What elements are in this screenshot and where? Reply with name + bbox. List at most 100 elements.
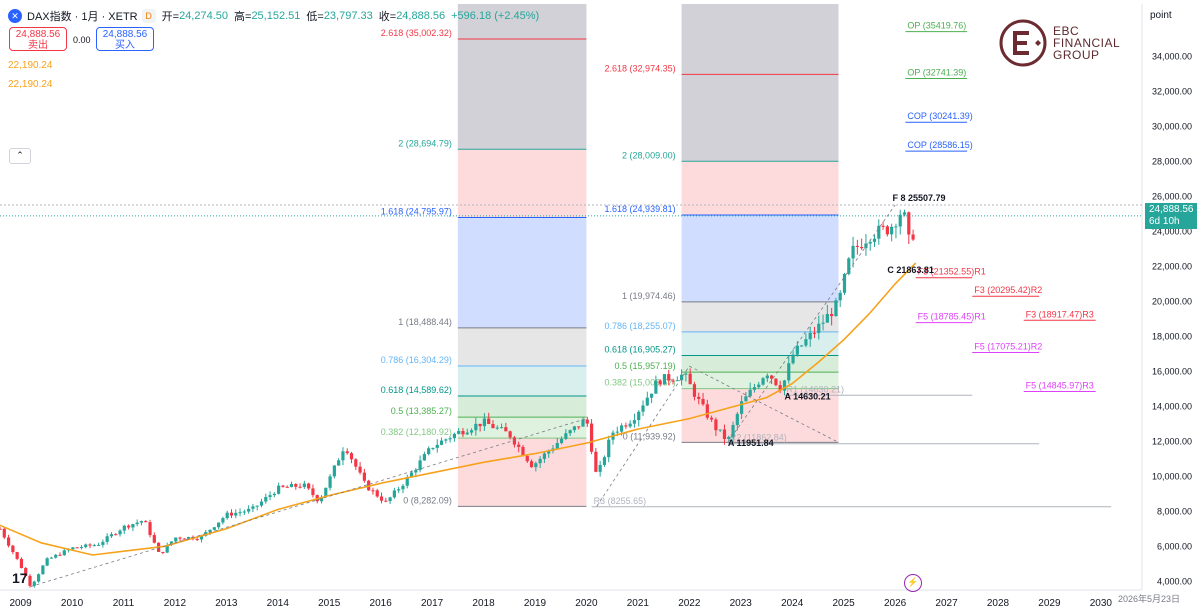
symbol-title[interactable]: DAX指数 · 1月 · XETR [27, 11, 138, 23]
x-tick-label: 2018 [472, 598, 495, 609]
fib-zone [681, 214, 839, 302]
candle-body [714, 419, 718, 431]
tradingview-logo[interactable]: 17 [12, 570, 28, 586]
candle-body [740, 401, 744, 414]
candle-body [268, 495, 272, 497]
candle-body [808, 332, 812, 340]
candle-body [529, 461, 534, 468]
candle-body [757, 384, 761, 388]
spread-value: 0.00 [73, 35, 91, 45]
candle-body [864, 243, 868, 249]
candle-body [538, 458, 542, 464]
candle-body [62, 550, 66, 556]
candle-body [761, 378, 765, 385]
candle-body [122, 525, 126, 531]
candle-body [289, 484, 294, 488]
projection-label: R2 (11862.84) [730, 433, 787, 443]
fib-zone [681, 161, 839, 215]
projection-label: R3 (8255.65) [594, 496, 647, 506]
candle-body [88, 544, 92, 546]
sell-price: 24,888.56 [15, 29, 61, 40]
candle-body [345, 451, 349, 454]
candle-body [770, 375, 774, 379]
candle-body [718, 429, 722, 431]
candle-body [697, 396, 701, 400]
x-tick-label: 2019 [524, 598, 547, 609]
high-value: 25,152.51 [251, 10, 301, 22]
fib-level-label: 2 (28,694.79) [398, 138, 452, 148]
candle-body [92, 545, 96, 547]
indicator-value-2: 22,190.24 [8, 79, 53, 90]
y-tick-label: 6,000.00 [1157, 541, 1192, 551]
data-source-badge[interactable]: D [141, 9, 156, 23]
brand-line-1: EBC [1053, 24, 1080, 38]
fib-zone [681, 331, 839, 356]
candle-body [547, 450, 551, 454]
open-label: 开= [161, 11, 180, 23]
candle-body [118, 530, 122, 535]
candle-body [830, 313, 834, 317]
lightning-icon[interactable]: ⚡ [904, 574, 922, 592]
projection-label: F5 (17075.21)R2 [974, 342, 1042, 352]
candle-body [710, 417, 714, 420]
collapse-legend-button[interactable]: ⌃ [9, 148, 31, 164]
fib-level-label: 0.786 (18,255.07) [605, 321, 676, 331]
candles [0, 209, 915, 588]
candle-body [868, 241, 872, 244]
last-price-value: 24,888.56 [1149, 204, 1194, 215]
candle-body [414, 469, 418, 473]
fib-zone [681, 301, 839, 332]
candle-body [731, 425, 735, 437]
candle-body [277, 485, 281, 494]
x-tick-label: 2021 [627, 598, 650, 609]
projection-label: COP (30241.39) [907, 111, 972, 121]
x-tick-label: 2024 [781, 598, 804, 609]
candle-body [101, 541, 105, 545]
candle-body [324, 487, 328, 497]
sell-button[interactable]: 24,888.56 卖出 [9, 27, 67, 51]
projection-label: F3 (18917.47)R3 [1026, 309, 1094, 319]
buy-button[interactable]: 24,888.56 买入 [96, 27, 154, 51]
candle-body [847, 258, 851, 274]
axis-unit-label[interactable]: point [1150, 10, 1172, 21]
candle-body [842, 273, 847, 293]
candle-body [392, 490, 396, 498]
candle-body [28, 575, 32, 586]
candle-body [182, 538, 186, 540]
candle-body [667, 374, 671, 381]
moving-average-line [0, 262, 917, 556]
candle-body [152, 535, 156, 543]
candle-body [302, 483, 306, 488]
candle-body [564, 433, 568, 439]
candle-body [907, 212, 911, 235]
change-value: +596.18 (+2.45%) [451, 10, 540, 22]
candle-body [705, 404, 709, 418]
candle-body [311, 488, 315, 496]
x-tick-label: 2017 [421, 598, 444, 609]
fib-zone [681, 355, 839, 373]
candle-body [427, 448, 431, 455]
candle-body [418, 460, 422, 470]
candle-body [251, 506, 255, 509]
x-tick-label: 2011 [113, 598, 135, 609]
candle-body [371, 490, 375, 492]
fib-zone [681, 372, 839, 389]
x-tick-label: 2026 [884, 598, 907, 609]
candle-body [457, 430, 461, 434]
chevron-up-icon: ⌃ [16, 150, 24, 160]
y-tick-label: 22,000.00 [1152, 261, 1192, 271]
x-tick-label: 2014 [267, 598, 290, 609]
candle-body [478, 423, 482, 427]
fib-zone [457, 396, 587, 418]
fib-zone [457, 149, 587, 218]
candle-body [71, 547, 75, 550]
x-tick-label: 2023 [730, 598, 753, 609]
candle-body [619, 425, 624, 432]
candle-body [641, 405, 645, 412]
brand-logo: EBC FINANCIAL GROUP [998, 18, 1120, 68]
close-label: 收= [378, 11, 397, 23]
low-label: 低= [306, 11, 324, 23]
projection-label: F5 (14845.97)R3 [1026, 381, 1094, 391]
candle-body [851, 245, 855, 259]
